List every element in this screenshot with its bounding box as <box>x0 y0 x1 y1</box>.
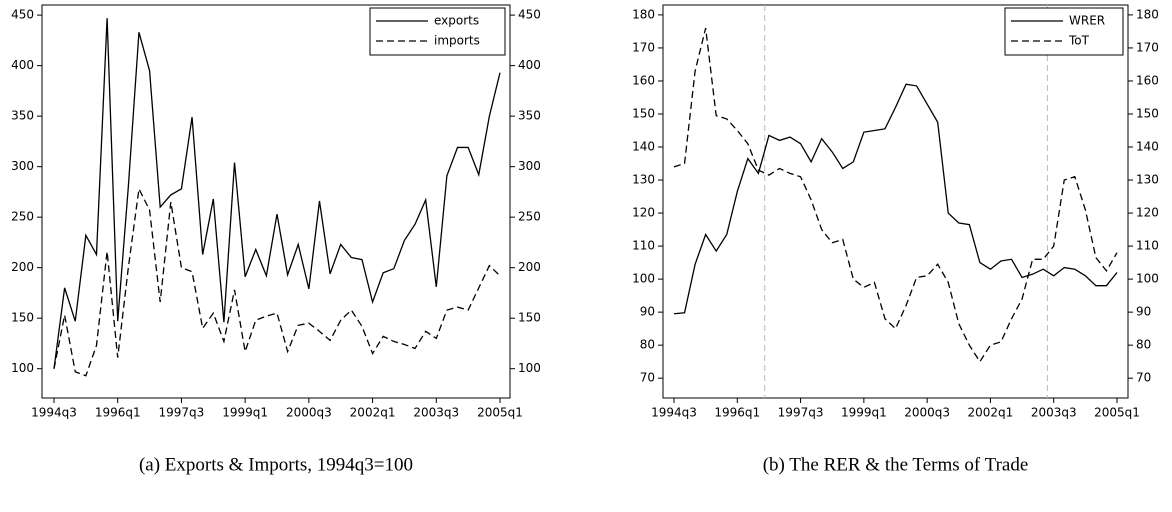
x-tick-label: 1997q3 <box>159 406 205 420</box>
x-tick-label: 2002q1 <box>350 406 396 420</box>
x-tick-label: 2003q3 <box>413 406 459 420</box>
y-tick-label: 400 <box>11 58 34 72</box>
y-tick-label: 350 <box>11 109 34 123</box>
y2-tick-label: 450 <box>518 8 541 22</box>
y-tick-label: 450 <box>11 8 34 22</box>
y2-tick-label: 180 <box>1136 7 1159 21</box>
caption: (b) The RER & the Terms of Trade <box>763 454 1029 475</box>
y-tick-label: 140 <box>632 140 655 154</box>
plot-frame <box>41 4 511 399</box>
x-tick-label: 2003q3 <box>1031 406 1077 420</box>
x-tick-label: 2002q1 <box>968 406 1014 420</box>
y2-tick-label: 150 <box>518 311 541 325</box>
x-tick-label: 2005q1 <box>477 406 523 420</box>
line-series <box>673 83 1118 315</box>
x-tick-label: 2000q3 <box>904 406 950 420</box>
y-tick-label: 90 <box>640 305 655 319</box>
line-series <box>673 27 1118 363</box>
y-tick-label: 150 <box>11 311 34 325</box>
caption: (a) Exports & Imports, 1994q3=100 <box>139 454 413 475</box>
y-tick-label: 200 <box>11 260 34 274</box>
y2-tick-label: 70 <box>1136 371 1151 385</box>
x-tick-label: 1994q3 <box>31 406 77 420</box>
y-tick-label: 130 <box>632 173 655 187</box>
legend-label: WRER <box>1069 14 1105 28</box>
y-tick-label: 70 <box>640 371 655 385</box>
y2-tick-label: 90 <box>1136 305 1151 319</box>
legend-label: exports <box>434 14 479 28</box>
y2-tick-label: 200 <box>518 260 541 274</box>
y2-tick-label: 110 <box>1136 239 1159 253</box>
y-tick-label: 170 <box>632 40 655 54</box>
x-tick-label: 1999q1 <box>841 406 887 420</box>
y2-tick-label: 100 <box>518 361 541 375</box>
y2-tick-label: 300 <box>518 159 541 173</box>
y2-tick-label: 80 <box>1136 338 1151 352</box>
x-tick-label: 1994q3 <box>651 406 697 420</box>
y2-tick-label: 130 <box>1136 173 1159 187</box>
y-tick-label: 300 <box>11 159 34 173</box>
legend-label: ToT <box>1068 34 1090 48</box>
line-series <box>53 186 501 377</box>
y2-tick-label: 120 <box>1136 206 1159 220</box>
y2-tick-label: 100 <box>1136 272 1159 286</box>
legend-box <box>1004 7 1124 56</box>
y-tick-label: 110 <box>632 239 655 253</box>
y2-tick-label: 150 <box>1136 106 1159 120</box>
y2-tick-label: 140 <box>1136 140 1159 154</box>
line-series <box>53 18 501 369</box>
x-tick-label: 1996q1 <box>714 406 760 420</box>
x-tick-label: 1999q1 <box>222 406 268 420</box>
y-tick-label: 150 <box>632 106 655 120</box>
y2-tick-label: 160 <box>1136 73 1159 87</box>
x-tick-label: 1997q3 <box>778 406 824 420</box>
y-tick-label: 100 <box>632 272 655 286</box>
legend-box <box>369 7 506 56</box>
plot-frame <box>662 4 1129 399</box>
y2-tick-label: 250 <box>518 210 541 224</box>
x-tick-label: 2005q1 <box>1094 406 1140 420</box>
legend-label: imports <box>434 34 480 48</box>
x-tick-label: 1996q1 <box>95 406 141 420</box>
y-tick-label: 80 <box>640 338 655 352</box>
y-tick-label: 160 <box>632 73 655 87</box>
y-tick-label: 100 <box>11 361 34 375</box>
y2-tick-label: 350 <box>518 109 541 123</box>
y2-tick-label: 170 <box>1136 40 1159 54</box>
x-tick-label: 2000q3 <box>286 406 332 420</box>
y2-tick-label: 400 <box>518 58 541 72</box>
y-tick-label: 250 <box>11 210 34 224</box>
y-tick-label: 120 <box>632 206 655 220</box>
y-tick-label: 180 <box>632 7 655 21</box>
